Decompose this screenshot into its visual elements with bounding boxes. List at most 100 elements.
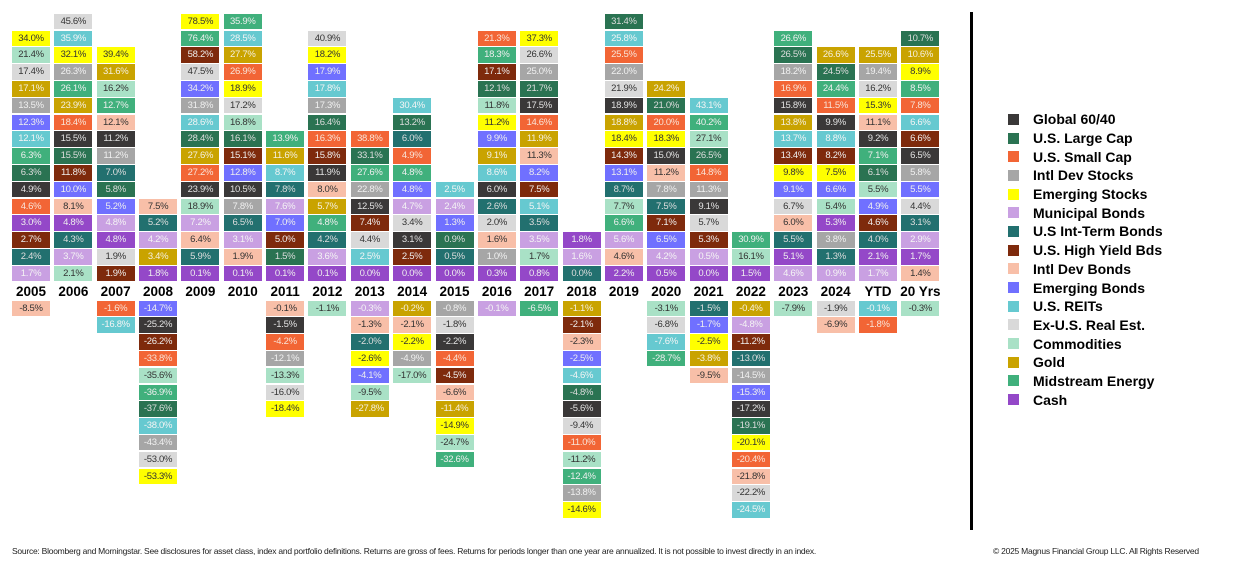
- cell-ems: -14.6%: [562, 502, 601, 518]
- cell-it: 7.0%: [96, 165, 135, 181]
- legend-label: Gold: [1033, 354, 1065, 371]
- cell-emb: -2.5%: [562, 350, 601, 367]
- legend-item-idb: Intl Dev Bonds: [1008, 260, 1163, 279]
- cell-mid: 6.6%: [604, 215, 643, 231]
- cell-g6040: 11.2%: [96, 131, 135, 147]
- legend-label: Intl Dev Stocks: [1033, 167, 1134, 184]
- legend-swatch: [1008, 375, 1019, 387]
- cell-comm: -1.1%: [308, 300, 347, 317]
- cell-idb: 6.4%: [181, 232, 220, 248]
- cell-ids: 17.3%: [308, 97, 347, 114]
- legend-swatch: [1008, 169, 1019, 181]
- cell-hy: 1.9%: [96, 265, 135, 282]
- legend-swatch: [1008, 300, 1019, 312]
- cell-cash: 5.3%: [816, 215, 855, 231]
- legend-item-comm: Commodities: [1008, 334, 1163, 353]
- cell-mid: 4.8%: [308, 215, 347, 231]
- cell-g6040: -2.2%: [435, 334, 474, 350]
- legend-swatch: [1008, 394, 1019, 406]
- cell-lc: 33.1%: [350, 148, 389, 164]
- cell-idb: -0.1%: [266, 300, 305, 317]
- cell-hy: 17.1%: [477, 64, 516, 80]
- cell-hy: 7.4%: [350, 215, 389, 231]
- cell-sc: -33.8%: [139, 350, 178, 367]
- cell-comm: 21.4%: [12, 47, 50, 63]
- cell-reit: 35.9%: [54, 30, 93, 47]
- legend-item-g6040: Global 60/40: [1008, 110, 1163, 129]
- column-label: 2024: [820, 283, 851, 299]
- cell-comm: -3.1%: [647, 300, 686, 317]
- cell-exre: 5.7%: [689, 215, 728, 231]
- cell-hy: -11.2%: [731, 334, 770, 350]
- legend-swatch: [1008, 244, 1019, 256]
- column-label: 2021: [693, 283, 724, 299]
- cell-exre: 40.9%: [308, 30, 347, 47]
- cell-lc: 6.3%: [12, 165, 50, 181]
- cell-ems: 32.1%: [54, 47, 93, 63]
- cell-exre: 16.2%: [859, 81, 897, 97]
- cell-muni: 4.2%: [647, 249, 686, 265]
- cell-mid: 24.4%: [816, 81, 855, 97]
- cell-idb: -2.1%: [393, 317, 432, 333]
- cell-comm: 5.4%: [816, 198, 855, 215]
- cell-cash: 0.8%: [520, 265, 559, 282]
- cell-comm: 11.8%: [477, 97, 516, 114]
- cell-ems: 18.4%: [604, 131, 643, 147]
- cell-sc: 38.8%: [350, 131, 389, 147]
- cell-exre: 4.4%: [901, 198, 940, 215]
- column-label: 2020: [651, 283, 682, 299]
- legend-swatch: [1008, 338, 1019, 350]
- legend-label: Intl Dev Bonds: [1033, 260, 1132, 277]
- cell-sc: 20.0%: [647, 114, 686, 131]
- cell-gold: -0.2%: [393, 300, 432, 317]
- cell-mid: 40.2%: [689, 114, 728, 131]
- cell-emb: -14.7%: [139, 300, 178, 317]
- cell-exre: -6.8%: [647, 317, 686, 333]
- cell-g6040: -17.2%: [731, 401, 770, 417]
- cell-muni: -4.8%: [731, 317, 770, 333]
- cell-g6040: -1.5%: [266, 317, 305, 333]
- cell-comm: 5.5%: [859, 181, 897, 198]
- column-label: 2005: [15, 283, 47, 299]
- cell-comm: 16.8%: [223, 114, 262, 131]
- cell-lc: 16.4%: [308, 114, 347, 131]
- cell-emb: 8.2%: [520, 165, 559, 181]
- cell-emb: 12.8%: [223, 165, 262, 181]
- cell-ems: 8.9%: [901, 64, 940, 80]
- cell-cash: 2.1%: [859, 249, 897, 265]
- cell-emb: 1.3%: [435, 215, 474, 231]
- cell-g6040: 9.1%: [689, 198, 728, 215]
- cell-sc: 11.5%: [816, 97, 855, 114]
- cell-reit: -7.6%: [647, 334, 686, 350]
- cell-g6040: 4.9%: [12, 181, 50, 198]
- cell-reit: -38.0%: [139, 418, 178, 434]
- cell-comm: 2.1%: [54, 265, 93, 282]
- cell-ids: 19.4%: [859, 64, 897, 80]
- cell-emb: 10.0%: [54, 181, 93, 198]
- cell-it: -2.0%: [350, 334, 389, 350]
- cell-idb: 8.1%: [54, 198, 93, 215]
- cell-reit: 13.7%: [774, 131, 813, 147]
- cell-hy: 5.0%: [266, 232, 305, 248]
- cell-it: 5.5%: [774, 232, 813, 248]
- cell-emb: -4.1%: [350, 367, 389, 384]
- cell-exre: -9.4%: [562, 418, 601, 434]
- cell-cash: 3.0%: [12, 215, 50, 231]
- cell-sc: 25.5%: [604, 47, 643, 63]
- cell-cash: 0.5%: [647, 265, 686, 282]
- cell-g6040: 9.9%: [816, 114, 855, 131]
- cell-it: 7.5%: [647, 198, 686, 215]
- cell-mid: 27.6%: [350, 165, 389, 181]
- cell-muni: 7.2%: [181, 215, 220, 231]
- cell-ids: 11.2%: [96, 148, 135, 164]
- cell-emb: -1.7%: [689, 317, 728, 333]
- cell-emb: 5.2%: [96, 198, 135, 215]
- cell-g6040: 23.9%: [181, 181, 220, 198]
- cell-lc: -37.6%: [139, 401, 178, 417]
- column-label: 2008: [143, 283, 174, 299]
- cell-g6040: 6.5%: [901, 148, 940, 164]
- column-label: 2018: [566, 283, 597, 299]
- cell-hy: 2.7%: [12, 232, 50, 248]
- cell-gold: 27.6%: [181, 148, 220, 164]
- cell-emb: 6.6%: [816, 181, 855, 198]
